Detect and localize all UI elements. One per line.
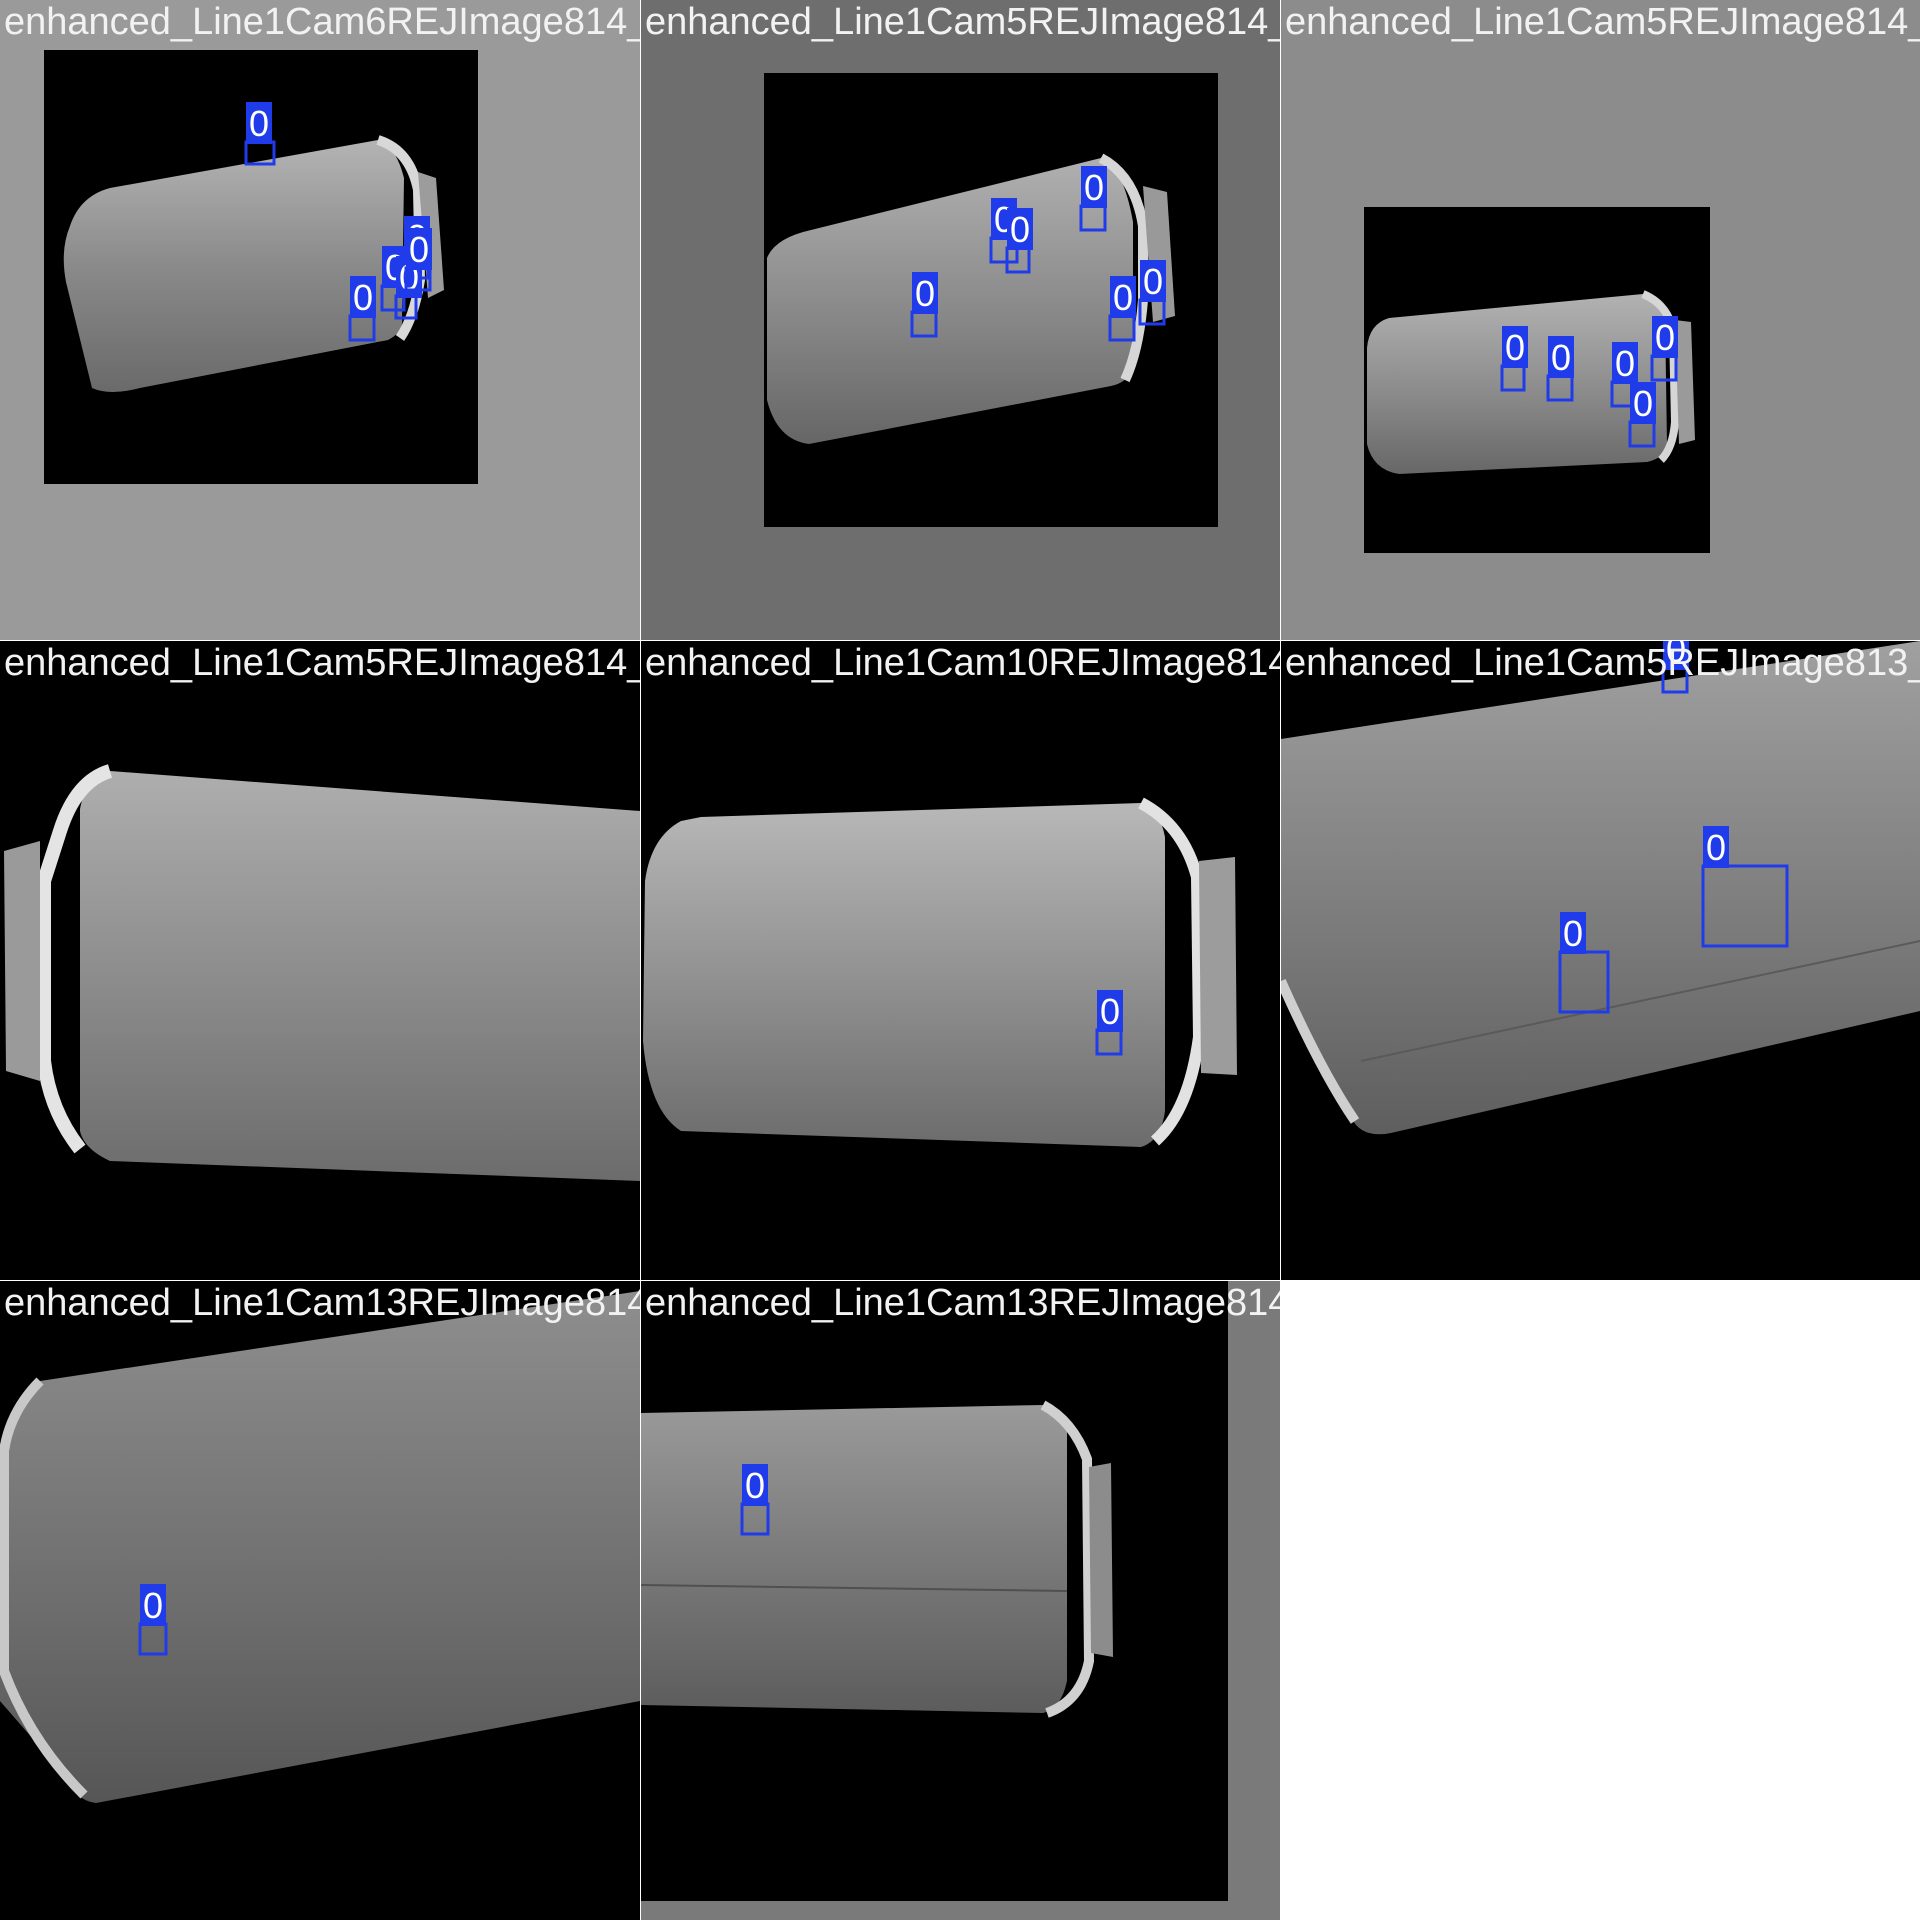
tile-6-jar-shoulder: [1281, 978, 1360, 1124]
detection-box: 0: [1661, 641, 1689, 694]
detection-label-bg: [1630, 382, 1656, 424]
detection-label: 0: [409, 229, 429, 270]
detection-label-bg: [1652, 316, 1678, 358]
tile-3-image: 0 0 000: [1281, 0, 1920, 640]
tile-2-jar-body: [767, 158, 1133, 444]
detection-box: 0: [138, 1584, 168, 1656]
detection-label-bg: [140, 1584, 166, 1626]
detection-box: 0: [1558, 912, 1610, 1014]
tile-5-jar-body: [643, 803, 1165, 1147]
detection-label: 0: [1615, 343, 1635, 384]
detection-label-bg: [1007, 208, 1033, 250]
tile-8-jar-seam: [641, 1584, 1068, 1592]
detection-label-bg: [1663, 641, 1689, 670]
tile-4-jar-neck: [4, 841, 40, 1081]
detection-label-bg: [912, 272, 938, 314]
detection-label: 0: [249, 103, 269, 144]
detection-label-bg: [1548, 336, 1574, 378]
detection-label-bg: [1703, 826, 1729, 868]
detection-box: 0: [1138, 260, 1166, 326]
detection-label-bg: [1140, 260, 1166, 302]
tile-7-jar-shoulder: [0, 1377, 88, 1799]
tile-4: enhanced_Line1Cam5REJImage814_1310_5364_: [0, 641, 640, 1280]
tile-8-jar-neck: [1089, 1463, 1113, 1657]
detection-label: 0: [1084, 167, 1104, 208]
detection-box: 0: [740, 1464, 770, 1536]
tile-6-jar-body: [1281, 641, 1920, 1135]
detection-label: 0: [1666, 641, 1686, 670]
detection-label-bg: [406, 228, 432, 270]
detection-label: 0: [1505, 327, 1525, 368]
tile-3-jar-body: [1367, 294, 1667, 474]
detection-label: 0: [1563, 913, 1583, 954]
empty-cell: [1281, 1281, 1920, 1920]
detection-label-bg: [350, 276, 376, 318]
detection-label: 0: [915, 273, 935, 314]
detection-box: 0: [1546, 336, 1574, 402]
detection-label: 0: [745, 1465, 765, 1506]
tile-4-jar-shoulder: [37, 764, 113, 1154]
detection-label-bg: [1110, 276, 1136, 318]
tile-3-jar-neck: [1675, 320, 1695, 444]
tile-6-image: 0 0 0: [1281, 641, 1920, 1280]
detection-bbox: [1701, 864, 1789, 948]
tile-8-image: 0: [641, 1281, 1280, 1920]
detection-box: 0: [244, 102, 276, 166]
tile-5-image: 0: [641, 641, 1280, 1280]
detection-label: 0: [1113, 277, 1133, 318]
detection-label-bg: [1097, 990, 1123, 1032]
detection-label: 0: [1706, 827, 1726, 868]
detection-box: 0: [1005, 208, 1033, 274]
detection-label-bg: [1560, 912, 1586, 954]
tile-5: 0 enhanced_Line1Cam10REJImage814_042_541…: [641, 641, 1280, 1280]
detection-box: 0: [404, 228, 432, 292]
tile-5-jar-shoulder: [1138, 797, 1206, 1146]
detection-label: 0: [143, 1585, 163, 1626]
detection-label-bg: [742, 1464, 768, 1506]
detection-label: 0: [1655, 317, 1675, 358]
detection-label: 0: [1143, 261, 1163, 302]
tile-1-jar-body: [63, 140, 404, 392]
detection-label: 0: [1633, 383, 1653, 424]
detection-box: 0: [348, 276, 376, 342]
tile-8-jar-shoulder: [1040, 1400, 1095, 1718]
detection-label-bg: [1612, 342, 1638, 384]
detection-box: 0: [1650, 316, 1678, 382]
tile-1-jar-shoulder: [376, 135, 426, 341]
detection-box: 0: [1095, 990, 1123, 1056]
detection-label: 0: [353, 277, 373, 318]
detection-box: 0: [1628, 382, 1656, 448]
detection-label-bg: [246, 102, 272, 144]
detection-label-bg: [1502, 326, 1528, 368]
tile-4-image: [0, 641, 640, 1280]
detection-box: 0: [1079, 166, 1107, 232]
tile-5-jar-neck: [1199, 857, 1237, 1075]
tile-4-jar-body: [80, 771, 640, 1181]
detection-box: 0: [1701, 826, 1789, 948]
detection-box: 0: [910, 272, 938, 338]
tile-8: 0 enhanced_Line1Cam13REJImage814_133_373…: [641, 1281, 1280, 1920]
detection-label: 0: [1010, 209, 1030, 250]
tile-8-jar-body: [641, 1405, 1067, 1713]
detection-label-bg: [1081, 166, 1107, 208]
tile-7: 0 enhanced_Line1Cam13REJImage814_00_5229: [0, 1281, 640, 1920]
detection-box: 0: [1500, 326, 1528, 392]
detection-label: 0: [1551, 337, 1571, 378]
tile-7-jar-body: [0, 1291, 640, 1803]
tile-3-jar-shoulder: [1641, 290, 1680, 463]
tile-6-jar-seam: [1360, 940, 1920, 1062]
tile-7-image: 0: [0, 1281, 640, 1920]
detection-box: 0: [1108, 276, 1136, 342]
detection-label: 0: [1100, 991, 1120, 1032]
